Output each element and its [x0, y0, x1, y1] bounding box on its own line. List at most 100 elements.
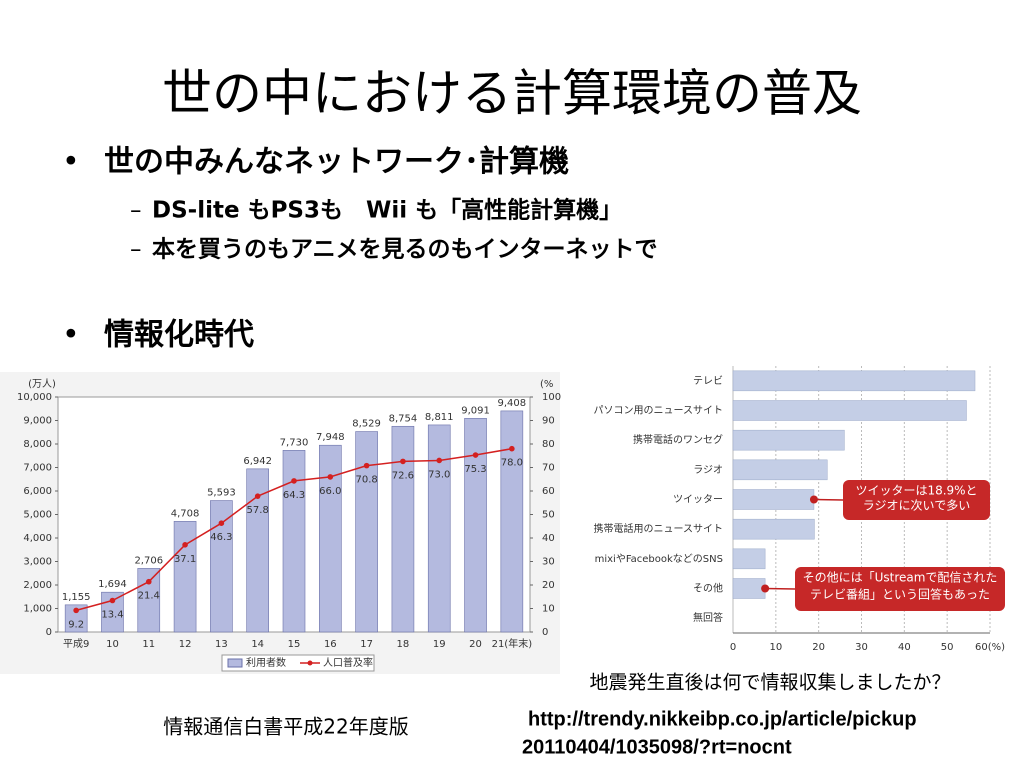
bar [427, 424, 451, 633]
legend-dot [307, 660, 313, 666]
legend-box [221, 654, 375, 672]
y2-tick-label: 10 [542, 604, 555, 615]
bar [732, 370, 976, 392]
line-point [472, 452, 479, 458]
callout-text: ツイッターは18.9%と [855, 484, 977, 498]
bar [173, 521, 197, 633]
y-tick-label: 3,000 [23, 557, 52, 568]
bar [732, 429, 845, 451]
bullet: 世の中みんなネットワーク･計算機 [104, 145, 569, 180]
x-tick-label: 19 [433, 639, 446, 650]
x-tick-label: 50 [941, 642, 954, 653]
bar [319, 444, 342, 633]
y-tick-label: ラジオ [693, 464, 723, 476]
bar-value-label: 7,730 [280, 437, 309, 448]
x-tick-label: 10 [769, 642, 782, 653]
x-tick-label: 20 [812, 642, 825, 653]
line-point [109, 597, 116, 604]
callout-dot [761, 584, 770, 593]
line-point [291, 478, 297, 484]
sub-bullet-marker: – [130, 198, 142, 224]
x-tick-label: 10 [106, 639, 119, 650]
x-tick-label: 15 [288, 639, 301, 650]
bar-value-label: 8,754 [389, 413, 418, 424]
line-point [363, 462, 370, 469]
bullet-marker: • [62, 318, 80, 353]
y-tick-label: 9,000 [23, 416, 52, 427]
legend-swatch [227, 658, 243, 668]
callout-connector [765, 587, 796, 590]
x-tick-label: 14 [251, 639, 264, 650]
y2-tick-label: 50 [542, 510, 555, 521]
y2-axis-label: (% [540, 379, 553, 390]
line-value-label: 64.3 [283, 490, 305, 501]
y2-tick-label: 80 [542, 439, 555, 450]
legend-label: 人口普及率 [323, 656, 373, 669]
bar [732, 489, 815, 510]
line-value-label: 9.2 [68, 619, 84, 630]
x-tick-label: 13 [215, 639, 228, 650]
callout [795, 567, 1005, 611]
bar-value-label: 7,948 [316, 432, 345, 443]
x-tick-label: 40 [898, 642, 911, 653]
sub-bullet: DS-lite もPS3も Wii も「高性能計算機」 [152, 197, 622, 224]
bar-value-label: 2,706 [134, 555, 163, 566]
callout-dot [809, 495, 818, 504]
y2-tick-label: 100 [542, 392, 561, 403]
bullet-marker: • [62, 145, 80, 180]
bar [732, 578, 766, 599]
bar [732, 400, 967, 421]
x-tick-label: 21(年末) [492, 637, 533, 650]
line-value-label: 66.0 [319, 486, 341, 497]
bar [246, 468, 269, 633]
y-tick-label: 4,000 [23, 533, 52, 544]
line-point [327, 474, 334, 480]
source-url: http://trendy.nikkeibp.co.jp/article/pic… [528, 708, 917, 730]
bar-value-label: 8,811 [425, 412, 454, 423]
line-value-label: 78.0 [501, 458, 523, 469]
line-value-label: 75.3 [464, 464, 486, 475]
chart-title: 地震発生直後は何で情報収集しましたか？ [589, 672, 950, 694]
callout-text: テレビ番組」という回答もあった [810, 586, 990, 601]
y2-tick-label: 70 [542, 463, 555, 474]
bullet: 情報化時代 [104, 318, 254, 353]
callout-text: ラジオに次いで多い [863, 499, 970, 513]
callout [843, 480, 990, 520]
bar [464, 418, 487, 633]
line-value-label: 57.8 [247, 505, 269, 516]
bar-value-label: 9,408 [498, 398, 527, 409]
bar [732, 518, 815, 540]
line-point [218, 520, 225, 526]
y2-tick-label: 40 [542, 533, 555, 544]
bar [391, 425, 415, 633]
bar-value-label: 8,529 [352, 419, 381, 430]
y-tick-label: 携帯電話のワンセグ [633, 433, 723, 446]
x-tick-label: 16 [324, 639, 337, 650]
y-tick-label: 無回答 [693, 611, 723, 624]
y-axis-label: (万人) [28, 378, 56, 390]
bar-value-label: 1,155 [62, 592, 91, 603]
x-tick-label: 30 [855, 642, 868, 653]
x-tick-label: 12 [179, 639, 192, 650]
callout-connector [813, 498, 844, 501]
y-tick-label: 5,000 [23, 510, 52, 521]
x-tick-label: 11 [142, 639, 155, 650]
y-tick-label: 携帯電話用のニュースサイト [594, 522, 724, 535]
bar-value-label: 4,708 [171, 508, 200, 519]
line-value-label: 13.4 [101, 610, 123, 621]
line-value-label: 37.1 [174, 554, 196, 565]
sub-bullet: 本を買うのもアニメを見るのもインターネットで [152, 237, 658, 263]
callout-text: その他には「Ustreamで配信された [803, 571, 998, 585]
x-tick-label: 20 [469, 639, 482, 650]
line-point [400, 458, 406, 465]
source: 情報通信白書平成22年度版 [163, 715, 408, 739]
y-tick-label: 0 [46, 627, 52, 638]
bar-value-label: 5,593 [207, 488, 236, 499]
y-tick-label: mixiやFacebookなどのSNS [595, 553, 723, 565]
y2-tick-label: 20 [542, 580, 555, 591]
y-tick-label: パソコン用のニュースサイト [594, 405, 724, 417]
line-point [182, 542, 188, 548]
line-value-label: 73.0 [428, 469, 450, 480]
y-tick-label: テレビ [693, 375, 723, 387]
